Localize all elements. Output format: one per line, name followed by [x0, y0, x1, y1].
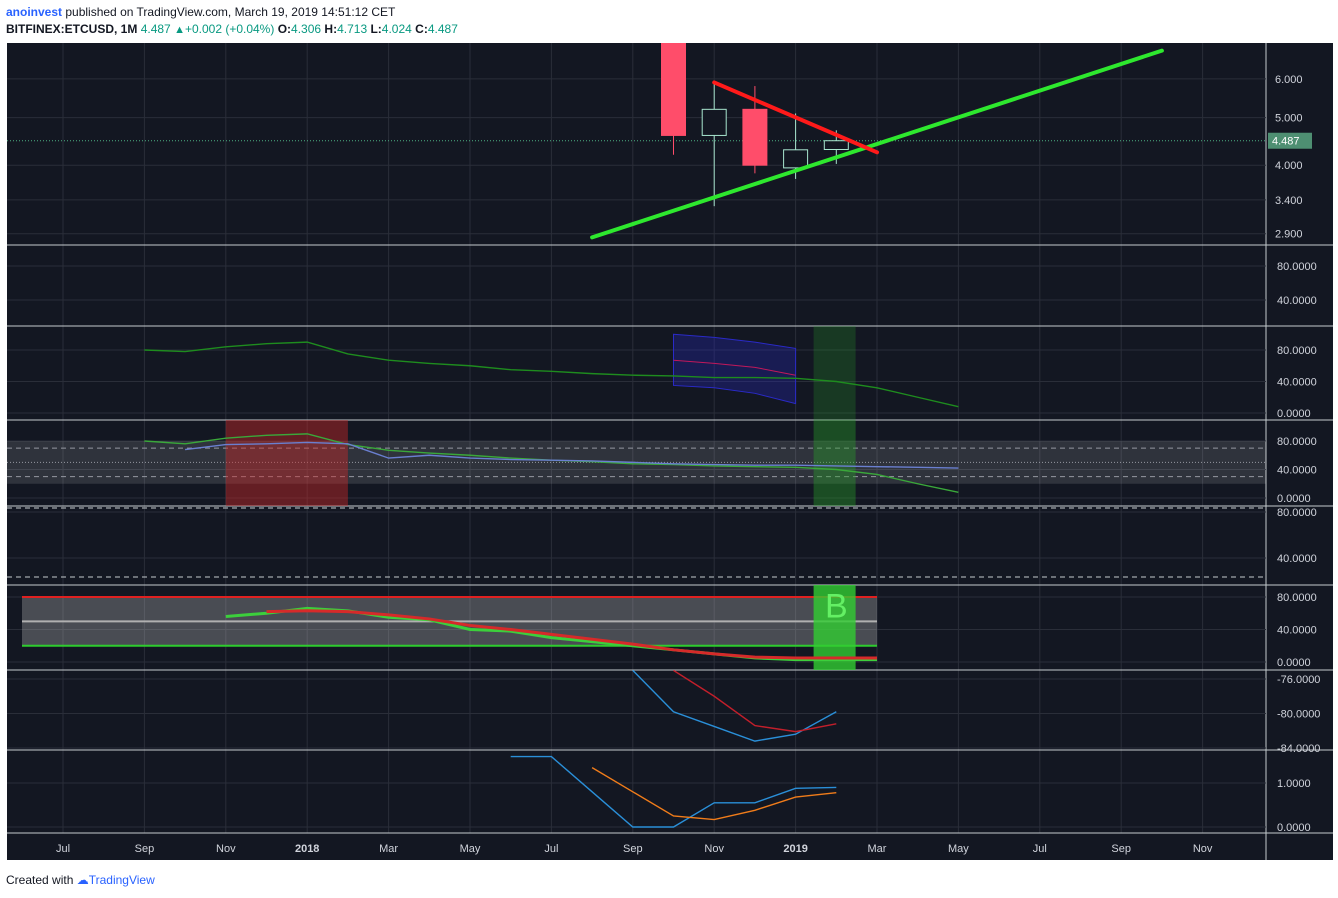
- indicator-pane: [7, 670, 1266, 749]
- indicator-series-line: [185, 441, 959, 469]
- indicator-series-line: [266, 609, 877, 660]
- pane-tick-label: 0.0000: [1277, 408, 1311, 420]
- footer: Created with ☁TradingView: [6, 873, 155, 887]
- price-change: +0.002 (+0.04%): [184, 22, 275, 36]
- pane-tick-label: 40.0000: [1277, 295, 1317, 307]
- bear-candle: [742, 108, 768, 166]
- last-price-tag-label: 4.487: [1272, 136, 1300, 148]
- price-pane: [7, 43, 1266, 240]
- pane-tick-label: 40.0000: [1277, 625, 1317, 637]
- time-axis-label: Sep: [135, 843, 155, 855]
- time-axis-background: [7, 833, 1266, 860]
- price-tick-label: 2.900: [1275, 229, 1303, 241]
- symbol-info: BITFINEX:ETCUSD, 1M 4.487 ▲+0.002 (+0.04…: [6, 22, 458, 36]
- symbol-name: BITFINEX:ETCUSD, 1M: [6, 22, 138, 36]
- time-axis-label: 2018: [295, 843, 319, 855]
- bull-candle: [701, 108, 727, 136]
- up-triangle-icon: ▲: [174, 24, 185, 36]
- time-axis-label: Nov: [704, 843, 724, 855]
- last-price: 4.487: [140, 22, 171, 36]
- time-axis-label: Jul: [1033, 843, 1047, 855]
- indicator-pane: B: [7, 585, 1266, 670]
- close-value: 4.487: [427, 22, 458, 36]
- indicator-series-line: [673, 670, 837, 733]
- price-tick-label: 4.000: [1275, 160, 1303, 172]
- pane-tick-label: 40.0000: [1277, 465, 1317, 477]
- pane-tick-label: 80.0000: [1277, 507, 1317, 519]
- time-axis-label: Sep: [623, 843, 643, 855]
- tradingview-logo-icon: ☁: [76, 873, 89, 887]
- time-axis-label: Jul: [544, 843, 558, 855]
- pane-tick-label: -84.0000: [1277, 743, 1320, 755]
- price-axis-background: [1266, 43, 1333, 860]
- pane-tick-label: 80.0000: [1277, 261, 1317, 273]
- time-axis-label: May: [460, 843, 481, 855]
- buy-zone: [813, 326, 856, 420]
- indicator-pane: [7, 420, 1266, 506]
- pane-tick-label: 0.0000: [1277, 822, 1311, 834]
- time-axis-label: Nov: [1193, 843, 1213, 855]
- pane-tick-label: 0.0000: [1277, 657, 1311, 669]
- buy-signal-label: B: [825, 587, 848, 625]
- pane-tick-label: 40.0000: [1277, 553, 1317, 565]
- bull-candle: [783, 149, 809, 169]
- indicator-series-line: [591, 766, 837, 821]
- buy-signal-box: [813, 585, 856, 670]
- time-axis-label: Nov: [216, 843, 236, 855]
- pane-tick-label: 1.0000: [1277, 778, 1311, 790]
- resistance-trendline: [712, 80, 879, 155]
- indicator-pane: [7, 755, 1266, 828]
- channel-band: [673, 333, 797, 405]
- buy-zone: [813, 420, 856, 506]
- price-tick-label: 6.000: [1275, 74, 1303, 86]
- channel-mid-line: [673, 359, 796, 376]
- sell-zone: [225, 420, 348, 506]
- time-axis-label: 2019: [783, 843, 807, 855]
- indicator-pane: [7, 326, 1266, 420]
- time-axis-label: Mar: [379, 843, 398, 855]
- time-axis-label: Sep: [1111, 843, 1131, 855]
- pane-tick-label: 80.0000: [1277, 592, 1317, 604]
- indicator-series-line: [510, 755, 837, 828]
- tradingview-link[interactable]: TradingView: [88, 873, 155, 887]
- bull-candle: [823, 140, 849, 151]
- plot-background: [7, 43, 1266, 833]
- pane-tick-label: -80.0000: [1277, 709, 1320, 721]
- created-with-text: Created with: [6, 873, 74, 887]
- low-value: 4.024: [381, 22, 412, 36]
- pane-tick-label: 0.0000: [1277, 493, 1311, 505]
- published-text: published on TradingView.com, March 19, …: [65, 5, 396, 19]
- price-tick-label: 3.400: [1275, 195, 1303, 207]
- open-value: 4.306: [291, 22, 322, 36]
- time-axis-label: Mar: [868, 843, 887, 855]
- indicator-series-line: [144, 341, 959, 408]
- publish-info: anoinvest published on TradingView.com, …: [6, 5, 395, 19]
- pane-tick-label: 80.0000: [1277, 436, 1317, 448]
- bear-candle: [661, 43, 686, 136]
- indicator-pane: [7, 507, 1266, 578]
- time-axis-label: Jul: [56, 843, 70, 855]
- author-name[interactable]: anoinvest: [6, 5, 63, 19]
- indicator-pane: [7, 265, 1266, 301]
- support-trendline: [590, 48, 1164, 240]
- high-value: 4.713: [337, 22, 368, 36]
- price-tick-label: 5.000: [1275, 113, 1303, 125]
- pane-tick-label: -76.0000: [1277, 674, 1320, 686]
- time-axis-label: May: [948, 843, 969, 855]
- pane-tick-label: 80.0000: [1277, 345, 1317, 357]
- pane-tick-label: 40.0000: [1277, 377, 1317, 389]
- last-price-tag: [1268, 132, 1312, 149]
